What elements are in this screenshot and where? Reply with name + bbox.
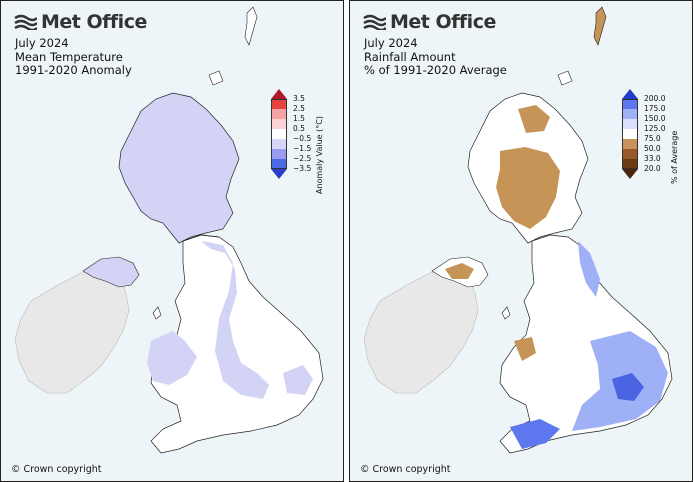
colorbar-cell [622, 149, 638, 159]
right-title-line-3: % of 1991-2020 Average [364, 63, 507, 77]
colorbar-axis-label: % of Average [670, 130, 679, 184]
colorbar-cell [622, 139, 638, 149]
scotland-dry-region [496, 147, 560, 229]
met-office-logo-text: Met Office [41, 11, 147, 33]
rainfall-colorbar: 200.0 175.0 150.0 125.0 75.0 50.0 33.0 2… [622, 89, 679, 184]
left-title-line-3: 1991-2020 Anomaly [15, 63, 132, 77]
shetland [244, 6, 258, 46]
colorbar-tick: −1.5 [293, 144, 312, 153]
east-anglia-cool-anomaly [283, 365, 313, 395]
colorbar-tick: 20.0 [644, 164, 661, 173]
colorbar-tick: 200.0 [644, 94, 666, 103]
colorbar-max-arrow [622, 89, 638, 99]
colorbar-cell [271, 129, 287, 139]
southwest-wet-region [510, 419, 560, 449]
temperature-map [14, 6, 324, 454]
left-title-line-1: July 2024 [15, 36, 69, 50]
colorbar-tick: 75.0 [644, 134, 661, 143]
northeast-wet-strip [578, 241, 600, 297]
ireland-landmass [14, 268, 130, 394]
met-office-logo-text: Met Office [390, 11, 496, 33]
right-title-line-2: Rainfall Amount [364, 49, 456, 64]
colorbar-tick: −3.5 [293, 164, 312, 173]
northern-ireland [82, 256, 140, 288]
colorbar-tick: 150.0 [644, 114, 666, 123]
left-title-line-2: Mean Temperature [15, 49, 123, 64]
northern-ireland-dry-patch [445, 263, 474, 279]
colorbar-min-arrow [622, 169, 638, 179]
scotland-border-outline [182, 234, 220, 242]
temperature-anomaly-map-panel: Met Office July 2024 Mean Temperature 19… [0, 0, 344, 482]
copyright-text: © Crown copyright [360, 464, 451, 475]
colorbar-tick: 125.0 [644, 124, 666, 133]
colorbar-tick: 33.0 [644, 154, 661, 163]
isle-of-man [501, 306, 511, 320]
shetland [593, 6, 607, 46]
colorbar-tick: 175.0 [644, 104, 666, 113]
isle-of-man [152, 306, 162, 320]
wales-cool-anomaly [147, 331, 197, 385]
colorbar-tick: 3.5 [293, 94, 305, 103]
colorbar-cell [271, 109, 287, 119]
wales-dry-patch [514, 337, 536, 361]
right-title-line-1: July 2024 [364, 36, 418, 50]
met-office-swirl-icon [14, 14, 37, 30]
london-very-wet-region [612, 373, 644, 401]
rainfall-map [363, 6, 673, 454]
colorbar-cell [271, 139, 287, 149]
orkney [208, 70, 224, 86]
colorbar-cell [271, 159, 287, 169]
northern-england-cool-anomaly [201, 241, 269, 399]
scotland [118, 92, 240, 244]
temperature-colorbar: 3.5 2.5 1.5 0.5 −0.5 −1.5 −2.5 −3.5 Anom… [271, 89, 324, 194]
colorbar-cell [622, 119, 638, 129]
colorbar-cell [271, 99, 287, 109]
colorbar-cell [271, 119, 287, 129]
right-map-title: July 2024 Rainfall Amount % of 1991-2020… [364, 36, 507, 78]
left-map-title: July 2024 Mean Temperature 1991-2020 Ano… [15, 36, 132, 78]
met-office-logo: Met Office [362, 11, 496, 33]
ireland-landmass [363, 268, 479, 394]
scotland-north-dry-region [518, 105, 550, 133]
colorbar-tick: 0.5 [293, 124, 305, 133]
colorbar-cell [271, 149, 287, 159]
colorbar-cell [622, 99, 638, 109]
colorbar-min-arrow [271, 169, 287, 179]
orkney [557, 70, 573, 86]
met-office-logo: Met Office [13, 11, 147, 33]
colorbar-tick: −0.5 [293, 134, 312, 143]
colorbar-tick: −2.5 [293, 154, 312, 163]
colorbar-tick: 1.5 [293, 114, 305, 123]
colorbar-cell [622, 159, 638, 169]
colorbar-axis-label: Anomaly Value (°C) [315, 116, 324, 194]
colorbar-cell [622, 129, 638, 139]
met-office-swirl-icon [363, 14, 386, 30]
colorbar-tick: 50.0 [644, 144, 661, 153]
rainfall-percent-map-panel: Met Office July 2024 Rainfall Amount % o… [349, 0, 693, 482]
colorbar-tick: 2.5 [293, 104, 305, 113]
colorbar-max-arrow [271, 89, 287, 99]
copyright-text: © Crown copyright [11, 464, 102, 475]
colorbar-cell [622, 109, 638, 119]
